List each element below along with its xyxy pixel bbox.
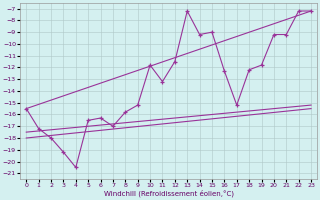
X-axis label: Windchill (Refroidissement éolien,°C): Windchill (Refroidissement éolien,°C) [104,190,234,197]
